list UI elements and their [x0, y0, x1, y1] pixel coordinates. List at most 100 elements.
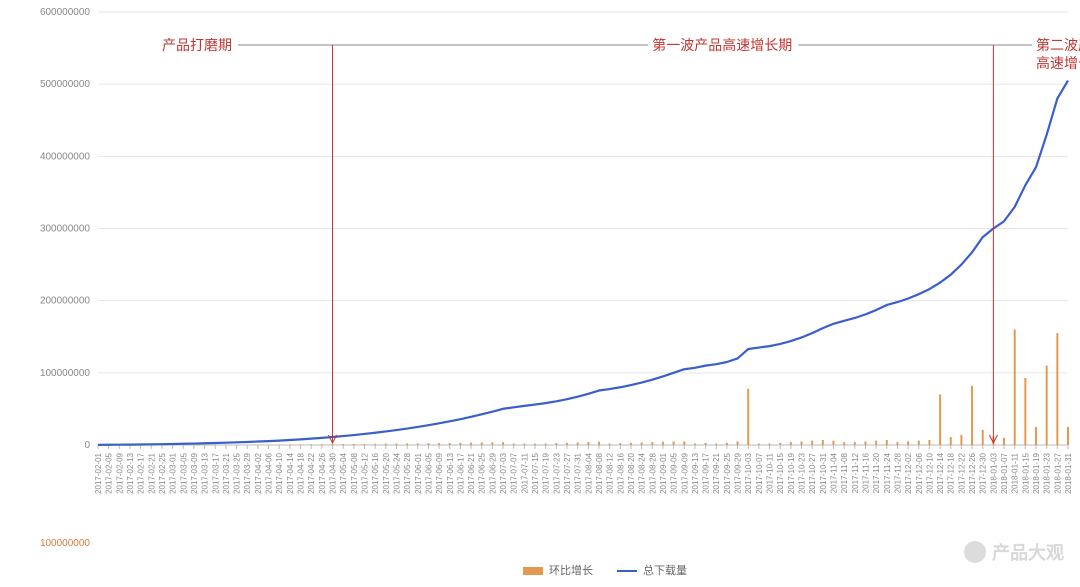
svg-text:2017-03-05: 2017-03-05 — [179, 452, 188, 493]
svg-text:2017-04-22: 2017-04-22 — [307, 452, 316, 493]
svg-text:2017-05-04: 2017-05-04 — [339, 452, 348, 493]
svg-text:2017-12-10: 2017-12-10 — [925, 452, 934, 493]
svg-text:100000000: 100000000 — [40, 368, 90, 379]
svg-text:2017-10-27: 2017-10-27 — [808, 452, 817, 493]
svg-text:2017-09-29: 2017-09-29 — [734, 452, 743, 493]
svg-text:2017-08-08: 2017-08-08 — [595, 452, 604, 493]
svg-text:600000000: 600000000 — [40, 7, 90, 18]
svg-text:2017-06-01: 2017-06-01 — [414, 452, 423, 493]
svg-text:0: 0 — [84, 440, 90, 451]
svg-text:第一波产品高速增长期: 第一波产品高速增长期 — [652, 37, 792, 53]
svg-text:2017-06-05: 2017-06-05 — [424, 452, 433, 493]
svg-text:高速增长期: 高速增长期 — [1036, 55, 1080, 71]
svg-text:2017-11-28: 2017-11-28 — [893, 452, 902, 493]
svg-text:2017-10-15: 2017-10-15 — [776, 452, 785, 493]
svg-text:2017-12-06: 2017-12-06 — [915, 452, 924, 493]
svg-text:2017-10-11: 2017-10-11 — [766, 452, 775, 493]
svg-text:2017-02-17: 2017-02-17 — [137, 452, 146, 493]
svg-text:2017-10-07: 2017-10-07 — [755, 452, 764, 493]
svg-text:2017-03-01: 2017-03-01 — [169, 452, 178, 493]
svg-text:2017-04-06: 2017-04-06 — [265, 452, 274, 493]
growth-chart: 0 100000000 200000000 300000000 400000000 500… — [0, 0, 1080, 587]
svg-text:2017-07-27: 2017-07-27 — [563, 452, 572, 493]
svg-text:产品打磨期: 产品打磨期 — [162, 37, 232, 53]
watermark-icon — [964, 541, 986, 563]
svg-text:2017-03-25: 2017-03-25 — [233, 452, 242, 493]
svg-text:2017-04-14: 2017-04-14 — [286, 452, 295, 493]
svg-text:2017-03-21: 2017-03-21 — [222, 452, 231, 493]
svg-text:2017-11-16: 2017-11-16 — [861, 452, 870, 493]
svg-text:2017-04-18: 2017-04-18 — [297, 452, 306, 493]
svg-text:2017-03-09: 2017-03-09 — [190, 452, 199, 493]
svg-text:2017-06-13: 2017-06-13 — [446, 452, 455, 493]
svg-text:2017-05-08: 2017-05-08 — [350, 452, 359, 493]
svg-text:2017-11-24: 2017-11-24 — [883, 452, 892, 493]
svg-text:2017-09-25: 2017-09-25 — [723, 452, 732, 493]
svg-text:总下载量: 总下载量 — [643, 563, 687, 577]
svg-text:2017-08-12: 2017-08-12 — [606, 452, 615, 493]
svg-text:200000000: 200000000 — [40, 296, 90, 307]
svg-text:2017-05-24: 2017-05-24 — [392, 452, 401, 493]
svg-text:2018-01-19: 2018-01-19 — [1032, 452, 1041, 493]
svg-text:2017-07-23: 2017-07-23 — [552, 452, 561, 493]
svg-text:2017-09-17: 2017-09-17 — [702, 452, 711, 493]
svg-text:500000000: 500000000 — [40, 79, 90, 90]
watermark: 产品大观 — [964, 539, 1064, 565]
svg-text:2017-03-29: 2017-03-29 — [243, 452, 252, 493]
svg-text:环比增长: 环比增长 — [549, 563, 593, 577]
svg-text:2017-11-12: 2017-11-12 — [851, 452, 860, 493]
svg-text:2017-02-25: 2017-02-25 — [158, 452, 167, 493]
svg-text:2017-11-04: 2017-11-04 — [829, 452, 838, 493]
svg-text:2017-04-10: 2017-04-10 — [275, 452, 284, 493]
svg-text:2017-09-01: 2017-09-01 — [659, 452, 668, 493]
svg-text:100000000: 100000000 — [40, 538, 90, 549]
svg-text:2017-04-02: 2017-04-02 — [254, 452, 263, 493]
svg-text:2017-05-16: 2017-05-16 — [371, 452, 380, 493]
svg-text:2017-06-09: 2017-06-09 — [435, 452, 444, 493]
svg-text:2017-10-31: 2017-10-31 — [819, 452, 828, 493]
svg-text:2017-06-29: 2017-06-29 — [488, 452, 497, 493]
svg-text:2018-01-03: 2018-01-03 — [989, 452, 998, 493]
svg-text:2018-01-15: 2018-01-15 — [1021, 452, 1030, 493]
svg-text:2017-12-26: 2017-12-26 — [968, 452, 977, 493]
watermark-text: 产品大观 — [992, 539, 1064, 565]
svg-text:2017-12-22: 2017-12-22 — [957, 452, 966, 493]
svg-text:2017-06-25: 2017-06-25 — [478, 452, 487, 493]
svg-text:2017-03-13: 2017-03-13 — [201, 452, 210, 493]
svg-text:2017-12-14: 2017-12-14 — [936, 452, 945, 493]
svg-text:2017-12-30: 2017-12-30 — [979, 452, 988, 493]
svg-text:2017-07-15: 2017-07-15 — [531, 452, 540, 493]
svg-text:2017-10-03: 2017-10-03 — [744, 452, 753, 493]
svg-text:2017-11-08: 2017-11-08 — [840, 452, 849, 493]
svg-text:2017-09-09: 2017-09-09 — [680, 452, 689, 493]
svg-text:2017-04-30: 2017-04-30 — [329, 452, 338, 493]
svg-text:2017-07-19: 2017-07-19 — [542, 452, 551, 493]
svg-text:2017-09-05: 2017-09-05 — [670, 452, 679, 493]
svg-text:2017-07-03: 2017-07-03 — [499, 452, 508, 493]
svg-text:2017-10-23: 2017-10-23 — [798, 452, 807, 493]
svg-text:2018-01-07: 2018-01-07 — [1000, 452, 1009, 493]
svg-text:2018-01-11: 2018-01-11 — [1011, 452, 1020, 493]
svg-text:2017-06-21: 2017-06-21 — [467, 452, 476, 493]
svg-text:2017-08-16: 2017-08-16 — [616, 452, 625, 493]
svg-text:400000000: 400000000 — [40, 151, 90, 162]
svg-text:2017-12-18: 2017-12-18 — [947, 452, 956, 493]
svg-text:300000000: 300000000 — [40, 224, 90, 235]
svg-text:2017-02-13: 2017-02-13 — [126, 452, 135, 493]
svg-text:2017-02-05: 2017-02-05 — [105, 452, 114, 493]
svg-text:2017-09-13: 2017-09-13 — [691, 452, 700, 493]
svg-text:2017-04-26: 2017-04-26 — [318, 452, 327, 493]
svg-text:2017-08-24: 2017-08-24 — [638, 452, 647, 493]
svg-text:2017-02-21: 2017-02-21 — [147, 452, 156, 493]
svg-text:2017-07-31: 2017-07-31 — [574, 452, 583, 493]
svg-text:2018-01-23: 2018-01-23 — [1043, 452, 1052, 493]
svg-text:2017-05-20: 2017-05-20 — [382, 452, 391, 493]
svg-text:2017-07-07: 2017-07-07 — [510, 452, 519, 493]
svg-text:2017-03-17: 2017-03-17 — [211, 452, 220, 493]
svg-text:2017-06-17: 2017-06-17 — [456, 452, 465, 493]
svg-text:2018-01-27: 2018-01-27 — [1053, 452, 1062, 493]
svg-text:2017-05-28: 2017-05-28 — [403, 452, 412, 493]
chart-svg: 0 100000000 200000000 300000000 400000000 500… — [0, 0, 1080, 587]
svg-text:2017-07-11: 2017-07-11 — [520, 452, 529, 493]
svg-text:第二波产品: 第二波产品 — [1036, 37, 1080, 53]
